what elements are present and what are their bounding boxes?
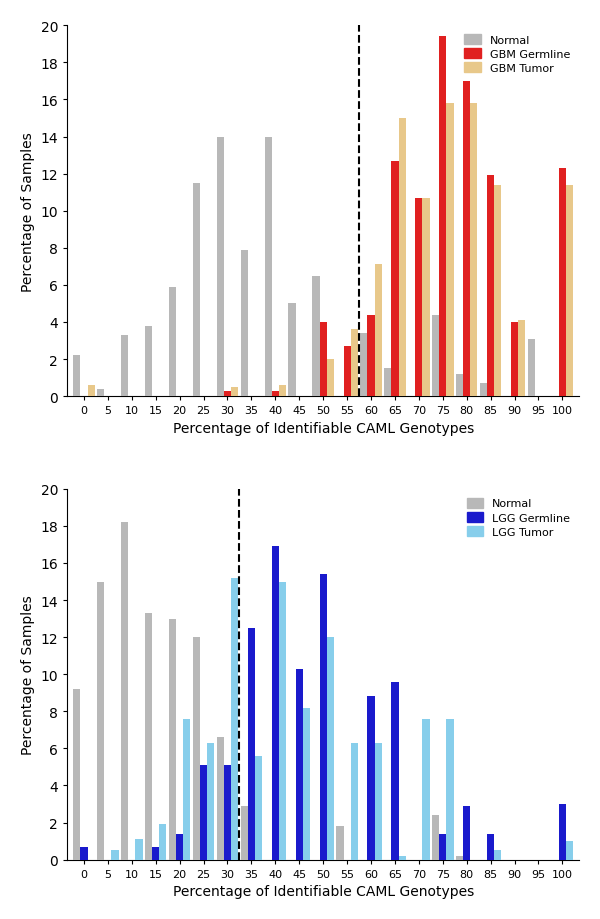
Bar <box>391 162 398 397</box>
Bar <box>327 359 334 397</box>
Bar <box>360 334 367 397</box>
Bar <box>265 138 272 397</box>
Bar <box>528 339 535 397</box>
Bar <box>432 815 439 859</box>
Bar <box>367 315 374 397</box>
Bar <box>415 199 422 397</box>
Bar <box>470 104 478 397</box>
Legend: Normal, GBM Germline, GBM Tumor: Normal, GBM Germline, GBM Tumor <box>461 32 574 77</box>
Bar <box>241 806 248 859</box>
Bar <box>518 321 526 397</box>
Bar <box>279 386 286 397</box>
Bar <box>494 186 502 397</box>
Bar <box>136 839 143 859</box>
Bar <box>272 391 279 397</box>
Bar <box>248 629 255 859</box>
Bar <box>169 618 176 859</box>
Bar <box>350 330 358 397</box>
Bar <box>487 176 494 397</box>
Bar <box>422 199 430 397</box>
Bar <box>439 38 446 397</box>
Bar <box>398 856 406 859</box>
Bar <box>463 806 470 859</box>
Bar <box>327 638 334 859</box>
Bar <box>176 834 183 859</box>
Bar <box>97 582 104 859</box>
Bar <box>511 323 518 397</box>
Bar <box>367 697 374 859</box>
Bar <box>559 169 566 397</box>
Bar <box>456 374 463 397</box>
Bar <box>159 824 166 859</box>
Bar <box>183 719 190 859</box>
Bar <box>446 104 454 397</box>
Bar <box>432 315 439 397</box>
Bar <box>193 638 200 859</box>
Bar <box>456 856 463 859</box>
Bar <box>337 826 344 859</box>
X-axis label: Percentage of Identifiable CAML Genotypes: Percentage of Identifiable CAML Genotype… <box>173 884 474 898</box>
Bar <box>374 266 382 397</box>
Bar <box>121 335 128 397</box>
Bar <box>73 689 80 859</box>
Y-axis label: Percentage of Samples: Percentage of Samples <box>21 595 35 754</box>
Bar <box>255 756 262 859</box>
Bar <box>217 138 224 397</box>
Bar <box>480 384 487 397</box>
Bar <box>422 719 430 859</box>
Bar <box>320 574 327 859</box>
Bar <box>241 250 248 397</box>
Bar <box>344 346 350 397</box>
Bar <box>272 547 279 859</box>
Bar <box>80 846 88 859</box>
Bar <box>566 186 573 397</box>
Bar <box>207 743 214 859</box>
Bar <box>193 184 200 397</box>
Legend: Normal, LGG Germline, LGG Tumor: Normal, LGG Germline, LGG Tumor <box>463 494 574 540</box>
Bar <box>350 743 358 859</box>
Bar <box>487 834 494 859</box>
Bar <box>374 743 382 859</box>
Y-axis label: Percentage of Samples: Percentage of Samples <box>21 131 35 291</box>
Bar <box>97 390 104 397</box>
Bar <box>231 578 238 859</box>
Bar <box>224 766 231 859</box>
Bar <box>112 850 119 859</box>
Bar <box>320 323 327 397</box>
Bar <box>296 669 303 859</box>
Bar <box>145 326 152 397</box>
Bar <box>391 682 398 859</box>
Bar <box>224 391 231 397</box>
X-axis label: Percentage of Identifiable CAML Genotypes: Percentage of Identifiable CAML Genotype… <box>173 421 474 436</box>
Bar <box>88 386 95 397</box>
Bar <box>73 356 80 397</box>
Bar <box>145 613 152 859</box>
Bar <box>398 119 406 397</box>
Bar <box>313 277 320 397</box>
Bar <box>559 804 566 859</box>
Bar <box>231 388 238 397</box>
Bar <box>566 841 573 859</box>
Bar <box>217 737 224 859</box>
Bar <box>446 719 454 859</box>
Bar <box>494 850 502 859</box>
Bar <box>303 708 310 859</box>
Bar <box>121 523 128 859</box>
Bar <box>200 766 207 859</box>
Bar <box>439 834 446 859</box>
Bar <box>289 304 296 397</box>
Bar <box>169 288 176 397</box>
Bar <box>279 582 286 859</box>
Bar <box>463 82 470 397</box>
Bar <box>152 846 159 859</box>
Bar <box>384 369 391 397</box>
